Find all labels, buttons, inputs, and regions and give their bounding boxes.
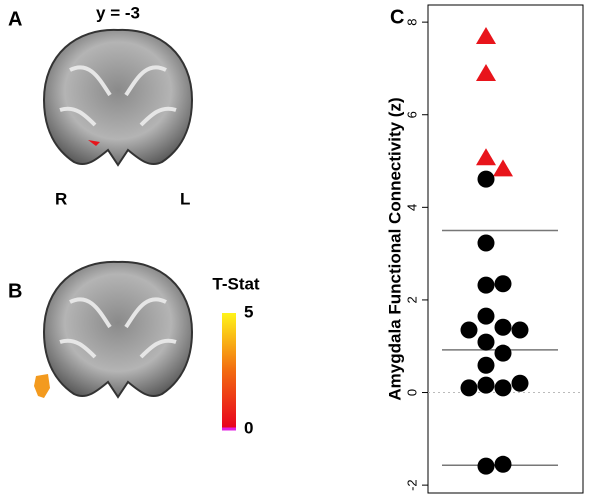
triangle-point — [476, 148, 496, 166]
y-tick-label: 2 — [404, 296, 419, 303]
circle-point — [477, 276, 495, 294]
circle-point — [494, 344, 512, 362]
panel-label: B — [8, 280, 22, 302]
brain-slice-b — [34, 260, 194, 399]
orientation-label: L — [180, 189, 190, 208]
circle-point — [460, 321, 478, 339]
circle-point — [477, 356, 495, 374]
circle-point — [494, 318, 512, 336]
y-tick-label: 0 — [404, 389, 419, 396]
colorbar — [222, 313, 236, 429]
panel-label: C — [390, 6, 404, 28]
triangle-point — [493, 159, 513, 177]
colorbar-tick-label: 0 — [244, 418, 253, 437]
circle-point — [494, 275, 512, 293]
circle-point — [477, 457, 495, 475]
circle-point — [477, 307, 495, 325]
triangle-point — [476, 26, 496, 44]
circle-point — [494, 379, 512, 397]
circle-point — [477, 376, 495, 394]
circle-point — [511, 374, 529, 392]
orientation-label: R — [55, 189, 67, 208]
circle-point — [477, 170, 495, 188]
circle-point — [494, 455, 512, 473]
y-tick-label: -2 — [404, 479, 419, 491]
panel-label: A — [8, 8, 22, 30]
plot-frame — [427, 4, 584, 494]
colorbar-tick-label: 5 — [244, 302, 253, 321]
y-tick-label: 8 — [404, 19, 419, 26]
y-tick-label: 4 — [404, 204, 419, 211]
triangle-point — [476, 63, 496, 81]
circle-point — [477, 234, 495, 252]
circle-point — [477, 333, 495, 351]
slice-label: y = -3 — [96, 3, 140, 22]
y-tick-label: 6 — [404, 111, 419, 118]
circle-point — [460, 379, 478, 397]
colorbar-title: T-Stat — [212, 274, 260, 293]
y-axis-label: Amygdala Functional Connectivity (z) — [385, 97, 404, 400]
brain-slice-a — [42, 28, 194, 167]
circle-point — [511, 321, 529, 339]
